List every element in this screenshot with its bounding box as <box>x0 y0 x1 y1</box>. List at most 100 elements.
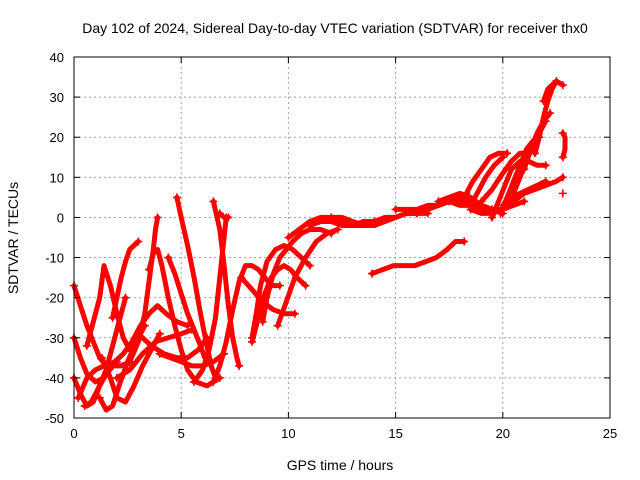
series-arc-07 <box>99 331 163 405</box>
y-tick-label: -20 <box>45 291 64 306</box>
y-tick-label: -40 <box>45 371 64 386</box>
data-point-marker <box>97 353 106 362</box>
series-arc-38 <box>489 158 549 220</box>
data-point-marker <box>235 361 244 370</box>
data-point-marker <box>558 81 567 90</box>
data-point-marker <box>95 393 104 402</box>
data-point-marker <box>530 149 539 158</box>
y-tick-label: -50 <box>45 411 64 426</box>
series-arc-35 <box>463 150 510 196</box>
x-tick-label: 20 <box>496 426 510 441</box>
series-arc-29 <box>328 210 431 228</box>
series-arc-06 <box>84 263 133 353</box>
data-point-marker <box>541 177 550 186</box>
y-tick-label: -10 <box>45 251 64 266</box>
series-arc-40 <box>500 178 549 208</box>
y-tick-label: -30 <box>45 331 64 346</box>
data-point-marker <box>488 213 497 222</box>
data-point-marker <box>434 197 443 206</box>
data-point-marker <box>155 349 164 358</box>
data-point-marker <box>134 237 143 246</box>
x-tick-label: 5 <box>178 426 185 441</box>
series-arc-44 <box>541 78 559 104</box>
data-point-marker <box>209 377 218 386</box>
data-point-marker <box>134 329 143 338</box>
x-axis-label: GPS time / hours <box>287 457 394 473</box>
data-point-marker <box>520 197 529 206</box>
x-tick-label: 0 <box>70 426 77 441</box>
x-tick-label: 15 <box>388 426 402 441</box>
axis-ticks: 0 5 10 15 20 25 -50 -40 -30 -20 -10 0 10 20 30 40 <box>45 50 617 441</box>
series-arc-45 <box>560 130 568 160</box>
data-point-marker <box>153 213 162 222</box>
data-point-marker <box>496 209 505 218</box>
data-point-marker <box>290 309 299 318</box>
data-point-marker <box>333 225 342 234</box>
series-arc-25 <box>260 227 334 325</box>
data-point-marker <box>102 361 111 370</box>
data-point-marker <box>558 173 567 182</box>
data-point-marker <box>327 213 336 222</box>
data-point-marker <box>121 293 130 302</box>
data-point-marker <box>301 281 310 290</box>
data-point-marker <box>498 201 507 210</box>
data-point-marker <box>552 77 561 86</box>
series-arc-16 <box>165 255 212 365</box>
data-series <box>70 77 568 413</box>
data-point-marker <box>541 161 550 170</box>
data-point-marker <box>258 317 267 326</box>
y-tick-label: 0 <box>57 210 64 225</box>
y-tick-label: 30 <box>50 90 64 105</box>
y-tick-label: 20 <box>50 130 64 145</box>
data-point-marker <box>172 193 181 202</box>
series-arc-37 <box>478 150 531 204</box>
series-arc-19 <box>210 198 242 369</box>
series-arc-18 <box>191 214 229 385</box>
series-arc-17 <box>174 194 218 381</box>
data-point-marker <box>539 97 548 106</box>
x-tick-label: 10 <box>281 426 295 441</box>
series-arc-21 <box>210 263 283 385</box>
data-point-marker <box>125 357 134 366</box>
data-point-marker <box>224 213 233 222</box>
y-tick-label: 40 <box>50 50 64 65</box>
data-point-marker <box>74 393 83 402</box>
data-point-marker <box>477 197 486 206</box>
data-point-marker <box>462 189 471 198</box>
series-arc-30 <box>369 239 467 277</box>
series-arc-24 <box>249 243 313 341</box>
y-tick-label: 10 <box>50 170 64 185</box>
data-point-marker <box>509 189 518 198</box>
data-point-marker <box>82 341 91 350</box>
data-point-marker <box>164 253 173 262</box>
data-point-marker <box>247 333 256 342</box>
data-point-marker <box>305 261 314 270</box>
x-tick-label: 25 <box>603 426 617 441</box>
data-point-marker <box>237 273 246 282</box>
data-point-marker <box>520 165 529 174</box>
series-arc-12 <box>127 214 161 365</box>
data-point-marker <box>80 401 89 410</box>
series-arc-09 <box>110 239 141 321</box>
data-point-marker <box>413 209 422 218</box>
data-point-marker <box>155 329 164 338</box>
data-point-marker <box>368 269 377 278</box>
data-point-marker <box>445 197 454 206</box>
data-point-marker <box>190 377 199 386</box>
data-point-marker <box>209 197 218 206</box>
series-arc-26 <box>275 227 341 329</box>
data-point-marker <box>112 373 121 382</box>
data-point-marker <box>273 321 282 330</box>
data-point-marker <box>545 109 554 118</box>
data-point-marker <box>558 189 567 198</box>
y-axis-label: SDTVAR / TECUs <box>5 182 21 294</box>
data-point-marker <box>466 205 475 214</box>
data-point-marker <box>215 209 224 218</box>
series-arc-36 <box>468 174 566 216</box>
plot-frame <box>73 56 611 419</box>
data-point-marker <box>145 265 154 274</box>
series-arc-13 <box>146 247 223 389</box>
data-point-marker <box>275 281 284 290</box>
chart-title: Day 102 of 2024, Sidereal Day-to-day VTE… <box>82 20 588 36</box>
